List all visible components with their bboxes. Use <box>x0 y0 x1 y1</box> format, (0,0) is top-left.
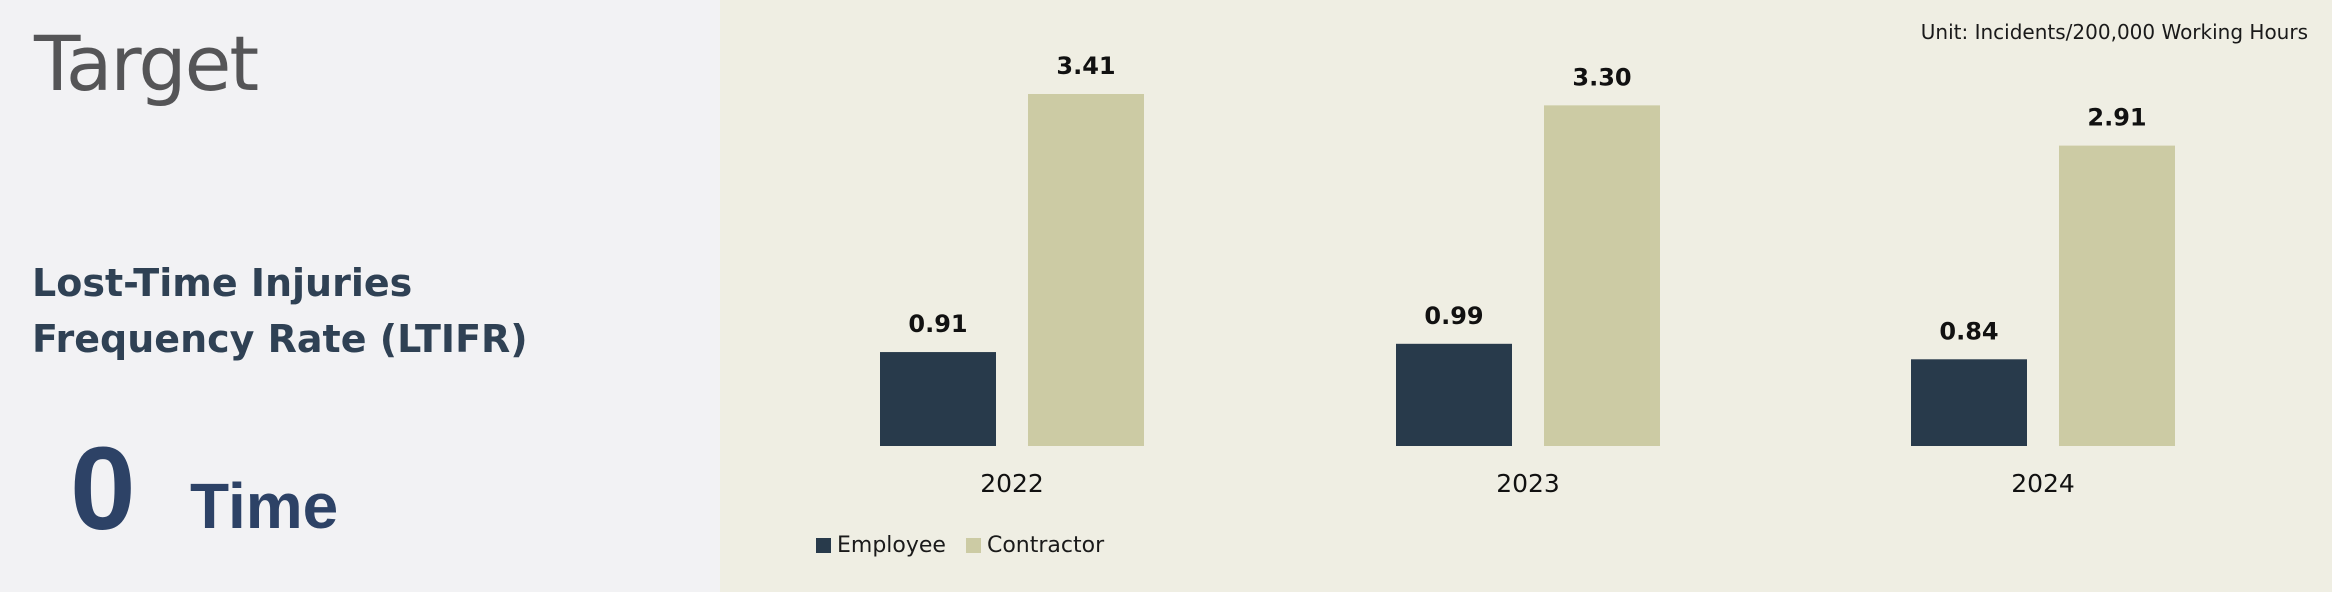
bar-contractor-2023 <box>1544 105 1660 447</box>
data-label-contractor-2023: 3.30 <box>1572 63 1631 91</box>
metric-name-line-2: Frequency Rate (LTIFR) <box>32 317 528 361</box>
data-label-contractor-2024: 2.91 <box>2087 104 2146 132</box>
metric-name: Lost-Time Injuries Frequency Rate (LTIFR… <box>32 255 592 367</box>
bar-contractor-2022 <box>1028 94 1144 446</box>
legend-item-contractor: Contractor <box>965 533 1105 558</box>
target-unit: Time <box>190 470 339 542</box>
legend-label-contractor: Contractor <box>986 533 1105 558</box>
left-panel: Target Lost-Time Injuries Frequency Rate… <box>0 0 720 592</box>
bar-employee-2023 <box>1396 343 1512 446</box>
bar-employee-2022 <box>880 352 996 446</box>
chart-panel: Unit: Incidents/200,000 Working Hours 0.… <box>720 0 2332 592</box>
bar-contractor-2024 <box>2059 145 2175 446</box>
data-label-employee-2022: 0.91 <box>908 310 967 338</box>
legend-swatch-contractor <box>965 538 981 553</box>
bar-employee-2024 <box>1911 359 2027 446</box>
legend-label-employee: Employee <box>837 533 946 558</box>
x-tick-label-2022: 2022 <box>980 469 1044 498</box>
data-label-employee-2024: 0.84 <box>1939 317 1998 345</box>
unit-note: Unit: Incidents/200,000 Working Hours <box>1920 20 2308 44</box>
data-label-employee-2023: 0.99 <box>1424 302 1483 330</box>
target-value: 0 <box>70 423 136 555</box>
target-heading: Target <box>34 19 259 108</box>
metric-name-line-1: Lost-Time Injuries <box>32 261 413 305</box>
legend: Employee Contractor <box>816 533 1124 558</box>
x-tick-label-2024: 2024 <box>2011 469 2075 498</box>
legend-item-employee: Employee <box>816 533 946 558</box>
data-label-contractor-2022: 3.41 <box>1056 52 1115 80</box>
legend-swatch-employee <box>816 538 831 553</box>
bar-chart: 0.91 3.41 2022 0.99 3.30 2023 0.84 2.91 2024 <box>880 52 2175 498</box>
x-tick-label-2023: 2023 <box>1496 469 1560 498</box>
